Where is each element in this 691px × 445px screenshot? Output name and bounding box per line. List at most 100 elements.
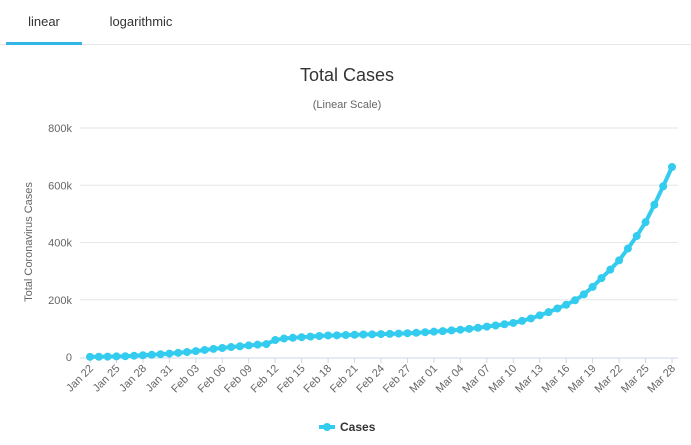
data-point xyxy=(491,321,500,330)
data-point xyxy=(641,218,650,227)
x-tick-label: Feb 21 xyxy=(328,363,361,396)
data-point xyxy=(615,256,624,265)
data-point xyxy=(482,322,491,331)
gridlines xyxy=(80,127,678,301)
data-point xyxy=(474,323,482,332)
y-axis-label: Total Coronavirus Cases xyxy=(23,182,35,302)
y-tick-label: 0 xyxy=(66,352,72,364)
x-tick-label: Mar 10 xyxy=(487,363,520,396)
data-point xyxy=(456,325,465,334)
data-point xyxy=(324,331,333,340)
chart-title: Total Cases xyxy=(300,65,394,85)
tab-linear[interactable]: linear xyxy=(6,0,82,45)
data-point xyxy=(579,290,588,299)
data-point xyxy=(377,330,385,339)
data-point xyxy=(394,329,403,338)
data-point xyxy=(332,331,341,340)
data-point xyxy=(315,332,324,341)
legend-symbol-marker xyxy=(323,423,331,431)
data-point xyxy=(659,182,668,191)
legend[interactable]: Cases xyxy=(319,420,376,434)
data-point xyxy=(200,345,209,354)
data-point xyxy=(465,324,474,333)
data-point xyxy=(350,330,359,339)
data-point xyxy=(191,347,200,356)
data-point xyxy=(500,320,509,329)
data-point xyxy=(262,340,271,349)
data-point xyxy=(253,340,262,349)
y-tick-label: 800k xyxy=(48,123,72,135)
tab-logarithmic-label: logarithmic xyxy=(109,14,173,29)
active-tab-indicator xyxy=(6,42,82,45)
data-point xyxy=(86,352,94,361)
data-point xyxy=(412,328,421,337)
data-point xyxy=(280,334,288,343)
x-tick-label: Jan 22 xyxy=(64,363,96,395)
data-point xyxy=(235,342,244,351)
x-tick-label: Mar 07 xyxy=(460,363,493,396)
y-tick-label: 600k xyxy=(48,180,72,192)
data-point xyxy=(526,314,535,323)
data-point xyxy=(544,308,553,317)
chart-subtitle: (Linear Scale) xyxy=(313,99,381,111)
data-point xyxy=(297,333,306,342)
data-point xyxy=(121,352,130,361)
x-tick-label: Jan 28 xyxy=(117,363,149,395)
x-tick-label: Feb 27 xyxy=(381,363,414,396)
data-point xyxy=(227,343,236,352)
data-point xyxy=(130,351,139,360)
data-point xyxy=(421,328,430,337)
data-point xyxy=(244,341,253,350)
data-point xyxy=(103,352,112,361)
data-point xyxy=(156,350,165,359)
data-point xyxy=(138,351,147,360)
x-tick-label: Mar 16 xyxy=(540,363,573,396)
data-point xyxy=(562,300,571,309)
scale-tabs: linear logarithmic xyxy=(0,0,691,45)
data-point xyxy=(606,265,615,274)
x-tick-label: Feb 09 xyxy=(222,363,255,396)
data-point xyxy=(632,232,641,241)
data-point xyxy=(174,348,183,357)
data-point xyxy=(147,350,156,359)
data-point xyxy=(623,244,632,253)
data-point xyxy=(650,200,659,209)
x-tick-label: Mar 25 xyxy=(619,363,652,396)
x-tick-label: Feb 24 xyxy=(354,363,387,396)
y-axis-ticks: 0 200k 400k 600k 800k xyxy=(48,123,72,364)
x-tick-label: Feb 03 xyxy=(169,363,202,396)
x-tick-label: Feb 12 xyxy=(249,363,282,396)
data-point xyxy=(588,282,597,291)
data-point xyxy=(112,352,121,361)
y-tick-label: 200k xyxy=(48,295,72,307)
data-point xyxy=(447,326,456,335)
tab-linear-label: linear xyxy=(28,14,60,29)
legend-label: Cases xyxy=(340,420,376,434)
data-point xyxy=(183,348,191,357)
x-tick-label: Mar 04 xyxy=(434,363,467,396)
data-point xyxy=(218,344,227,353)
series-cases[interactable] xyxy=(86,163,676,361)
data-point xyxy=(368,330,377,339)
data-point xyxy=(271,336,280,345)
data-point xyxy=(429,327,438,336)
data-point xyxy=(553,304,562,313)
x-tick-label: Mar 01 xyxy=(407,363,440,396)
data-point xyxy=(306,332,315,341)
data-point xyxy=(535,311,544,320)
data-point xyxy=(438,327,447,336)
data-point xyxy=(385,329,394,338)
x-tick-label: Mar 28 xyxy=(645,363,678,396)
data-point xyxy=(288,333,297,342)
y-tick-label: 400k xyxy=(48,238,72,250)
x-tick-label: Jan 25 xyxy=(91,363,123,395)
tab-logarithmic[interactable]: logarithmic xyxy=(100,0,182,44)
data-point xyxy=(341,331,350,340)
data-point xyxy=(94,352,103,361)
data-point xyxy=(509,318,518,327)
x-tick-label: Feb 18 xyxy=(302,363,335,396)
data-point xyxy=(518,316,527,325)
data-point xyxy=(668,163,676,172)
